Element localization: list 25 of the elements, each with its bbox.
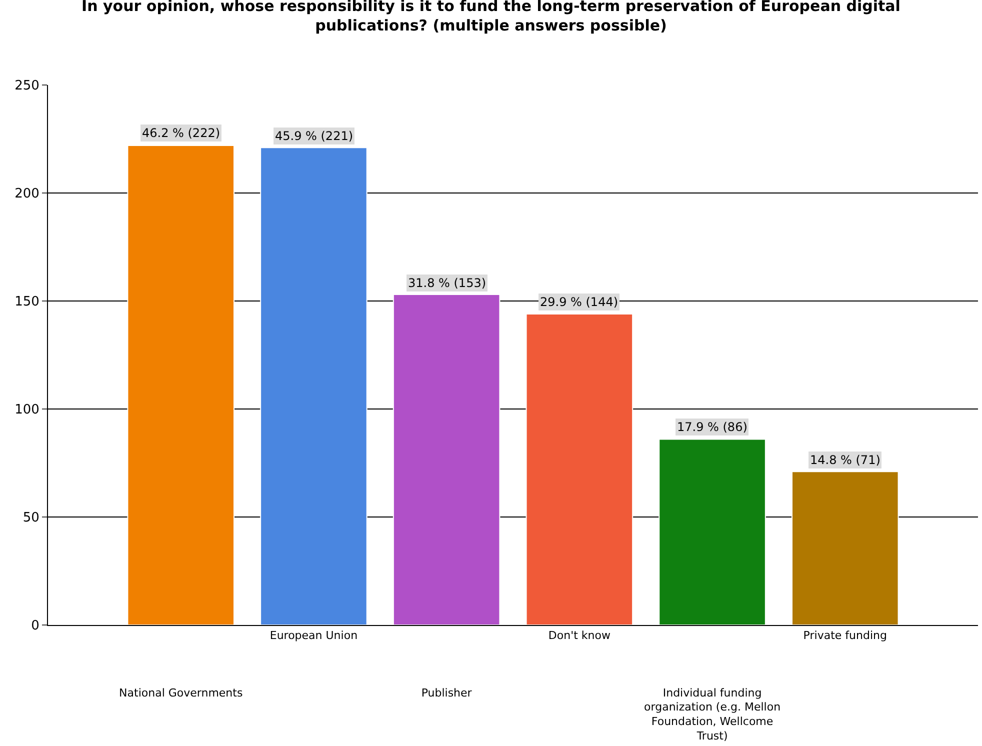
x-tick-label: Individual funding organization (e.g. Mellon Foundation, Wellcome Trust) <box>644 686 781 742</box>
chart-title: In your opinion, whose responsibility is it to fund the long-term preservation of European digital publications? (multiple answers possible) <box>82 0 900 35</box>
x-tick-label: National Governments <box>119 686 243 700</box>
x-tick-label: European Union <box>270 629 358 642</box>
data-label: 14.8 % (71) <box>810 453 880 467</box>
y-tick-label: 100 <box>14 402 40 418</box>
data-label: 29.9 % (144) <box>540 295 618 309</box>
bar <box>792 471 899 625</box>
y-tick-label: 0 <box>31 618 40 634</box>
data-label: 45.9 % (221) <box>275 129 354 143</box>
y-tick-label: 200 <box>14 186 40 202</box>
x-tick-label: Private funding <box>803 629 887 642</box>
bar <box>526 313 634 625</box>
bar <box>127 144 234 625</box>
data-label: 31.8 % (153) <box>408 276 486 290</box>
data-label: 17.9 % (86) <box>677 420 748 434</box>
y-tick-label: 250 <box>14 78 40 94</box>
bar <box>658 438 766 625</box>
data-label: 46.2 % (222) <box>142 126 220 140</box>
bar <box>260 147 368 625</box>
x-tick-label: Don't know <box>548 629 610 642</box>
y-tick-label: 150 <box>14 294 40 310</box>
y-tick-label: 50 <box>22 510 40 526</box>
x-tick-label: Publisher <box>421 686 472 700</box>
bar <box>392 294 500 625</box>
